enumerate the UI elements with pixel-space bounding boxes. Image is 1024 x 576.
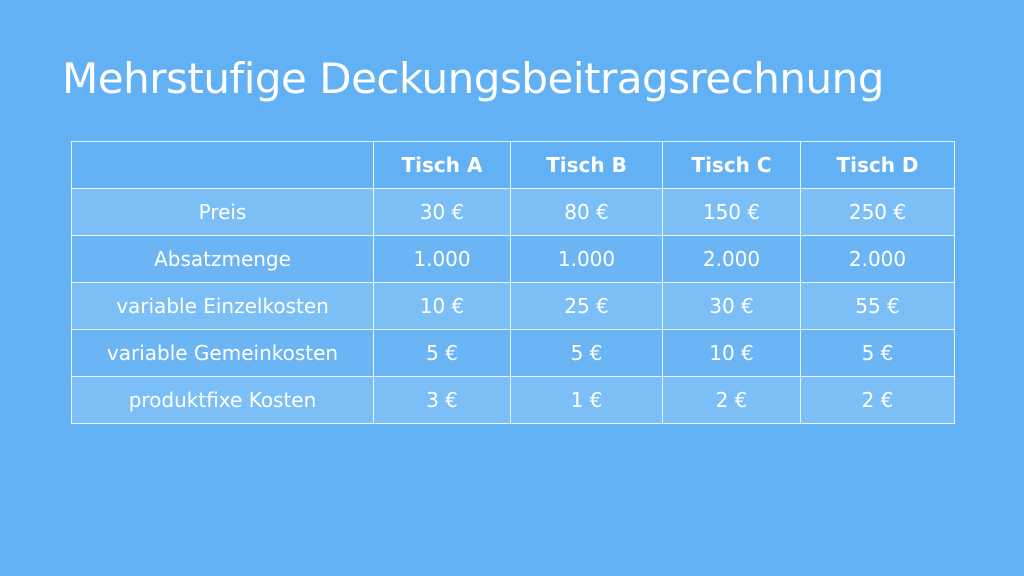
table-cell: 10 €	[373, 282, 511, 330]
table-cell: 55 €	[800, 282, 955, 330]
row-label: variable Gemeinkosten	[71, 329, 374, 377]
table-header-row: Tisch A Tisch B Tisch C Tisch D	[71, 141, 955, 189]
column-header-tisch-a: Tisch A	[373, 141, 511, 189]
table-cell: 2.000	[800, 235, 955, 283]
table-cell: 2 €	[800, 376, 955, 424]
table-cell: 5 €	[800, 329, 955, 377]
table-cell: 5 €	[510, 329, 663, 377]
slide-title: Mehrstufige Deckungsbeitragsrechnung	[62, 54, 884, 103]
table-cell: 250 €	[800, 188, 955, 236]
table-cell: 25 €	[510, 282, 663, 330]
table-cell: 1.000	[373, 235, 511, 283]
table-cell: 5 €	[373, 329, 511, 377]
table-row-variable-einzelkosten: variable Einzelkosten 10 € 25 € 30 € 55 …	[71, 282, 955, 330]
table-row-preis: Preis 30 € 80 € 150 € 250 €	[71, 188, 955, 236]
table-cell: 1.000	[510, 235, 663, 283]
row-label: variable Einzelkosten	[71, 282, 374, 330]
table-row-produktfixe-kosten: produktfixe Kosten 3 € 1 € 2 € 2 €	[71, 376, 955, 424]
table-row-absatzmenge: Absatzmenge 1.000 1.000 2.000 2.000	[71, 235, 955, 283]
table-cell: 30 €	[373, 188, 511, 236]
cost-table: Tisch A Tisch B Tisch C Tisch D Preis 30…	[71, 141, 955, 424]
column-header-tisch-b: Tisch B	[510, 141, 663, 189]
header-corner-cell	[71, 141, 374, 189]
table-cell: 1 €	[510, 376, 663, 424]
table-cell: 10 €	[662, 329, 801, 377]
table-cell: 150 €	[662, 188, 801, 236]
table-cell: 2 €	[662, 376, 801, 424]
column-header-tisch-c: Tisch C	[662, 141, 801, 189]
row-label: Preis	[71, 188, 374, 236]
row-label: Absatzmenge	[71, 235, 374, 283]
table-cell: 30 €	[662, 282, 801, 330]
row-label: produktfixe Kosten	[71, 376, 374, 424]
table-cell: 2.000	[662, 235, 801, 283]
table-cell: 3 €	[373, 376, 511, 424]
table-cell: 80 €	[510, 188, 663, 236]
column-header-tisch-d: Tisch D	[800, 141, 955, 189]
table-row-variable-gemeinkosten: variable Gemeinkosten 5 € 5 € 10 € 5 €	[71, 329, 955, 377]
